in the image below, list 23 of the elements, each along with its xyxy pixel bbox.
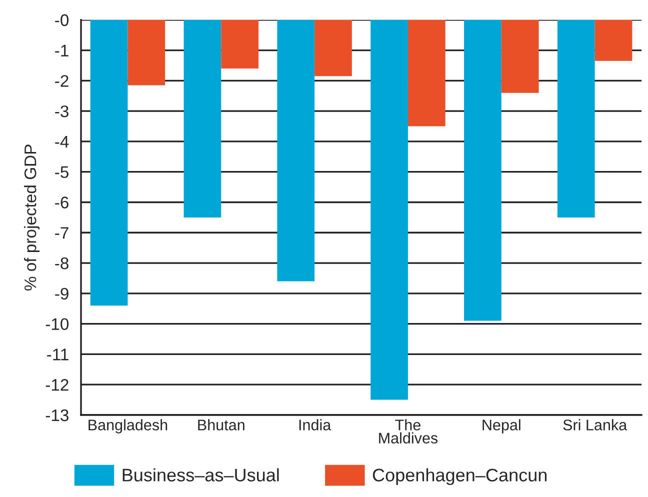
legend-label: Business–as–Usual [122, 468, 279, 482]
x-tick-label: India [299, 419, 332, 430]
x-tick-label: Nepal [482, 419, 520, 434]
y-tick-label: -1 [55, 44, 68, 56]
y-tick-label: -12 [46, 379, 68, 391]
y-tick-label: -9 [55, 288, 68, 300]
y-axis-title: % of projected GDP [24, 144, 40, 290]
y-tick-label: -13 [46, 409, 68, 422]
y-tick-label: -8 [55, 257, 68, 270]
x-tick-label: Bangladesh [88, 419, 168, 434]
x-tick-label: Bhutan [198, 419, 244, 430]
y-tick-label: -3 [55, 105, 68, 118]
y-tick-label: -6 [55, 196, 68, 208]
y-tick-label: -7 [55, 227, 68, 239]
y-tick-label: -4 [55, 136, 69, 148]
y-tick-label: -5 [55, 166, 68, 178]
legend-label: Copenhagen–Cancun [372, 468, 547, 486]
y-tick-label: -11 [47, 348, 68, 360]
y-tick-label: -10 [46, 318, 69, 330]
x-tick-label: The Maldives [379, 419, 438, 444]
x-tick-label: Sri Lanka [563, 419, 628, 430]
y-tick-label: -2 [55, 75, 68, 87]
y-tick-label: -0 [55, 14, 69, 26]
